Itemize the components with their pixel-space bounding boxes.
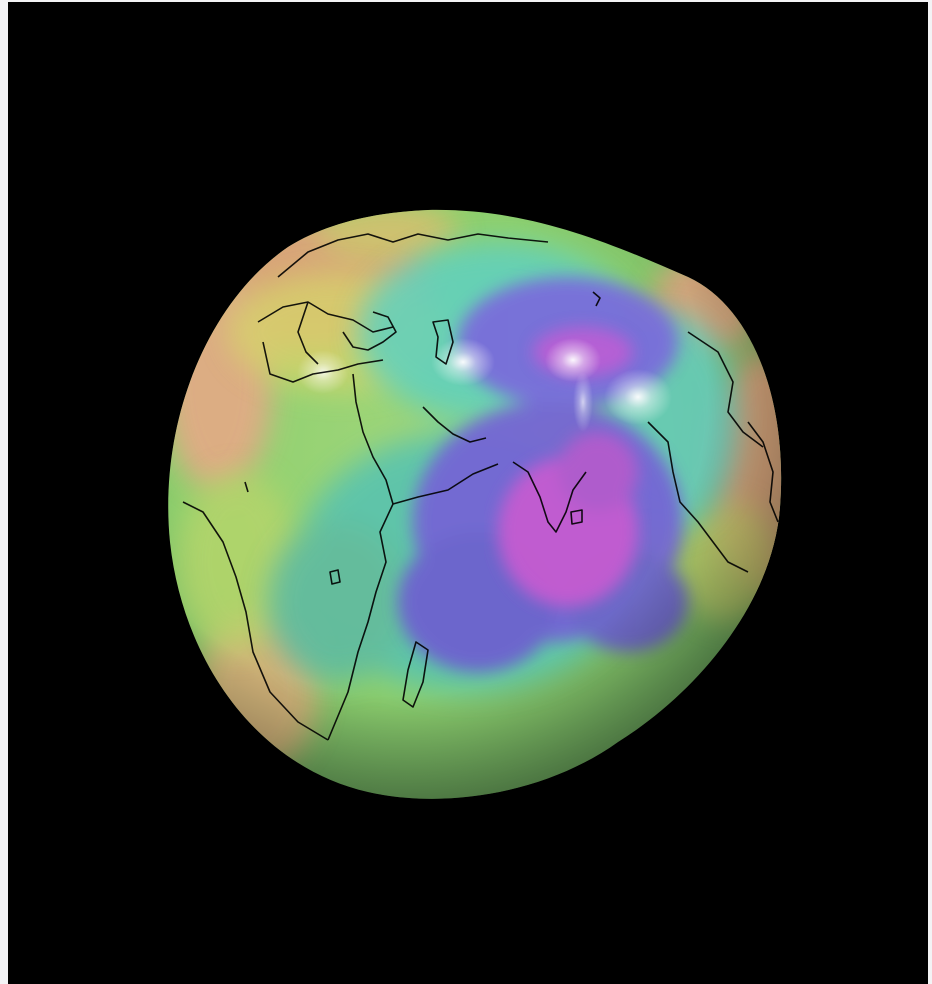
globe-canvas [8,2,928,984]
globe-surface [168,209,782,799]
geoid-globe-illustration [168,209,782,799]
